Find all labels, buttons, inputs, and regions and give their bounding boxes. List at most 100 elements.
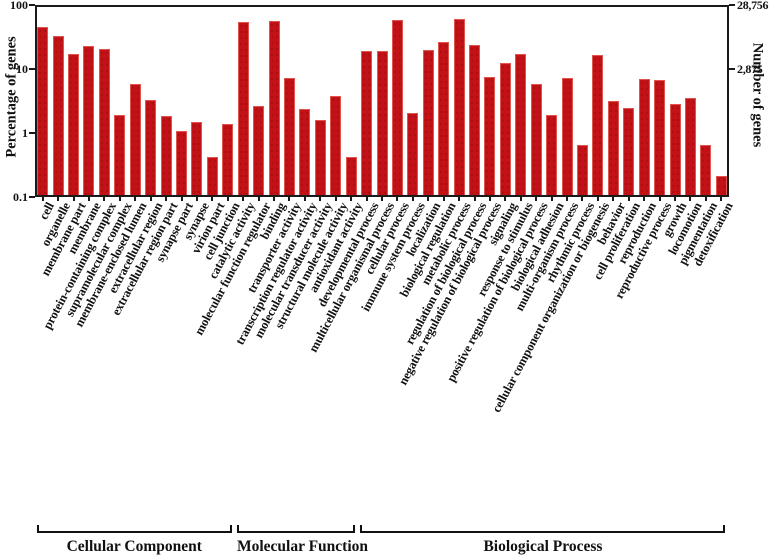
- x-axis-tick: [41, 197, 44, 201]
- bar: [299, 109, 311, 195]
- bar: [222, 123, 234, 195]
- right-axis-title: Number of genes: [749, 42, 766, 148]
- bar: [407, 113, 419, 195]
- x-axis-tick: [257, 197, 260, 201]
- bar: [237, 22, 249, 195]
- right-axis-tick: [729, 4, 735, 6]
- x-axis-tick: [72, 197, 75, 201]
- x-axis-tick: [427, 197, 430, 201]
- bar: [37, 26, 49, 195]
- x-axis-tick: [396, 197, 399, 201]
- bar: [638, 79, 650, 195]
- x-axis-tick: [411, 197, 414, 201]
- x-axis-tick: [303, 197, 306, 201]
- right-tick-label: 2,875: [737, 62, 763, 76]
- bar: [515, 53, 527, 195]
- x-axis-tick: [643, 197, 646, 201]
- x-axis-tick: [596, 197, 599, 201]
- x-axis-tick: [334, 197, 337, 201]
- left-axis-tick: [29, 68, 35, 70]
- bar: [145, 99, 157, 195]
- x-axis-tick: [566, 197, 569, 201]
- left-tick-label: 100: [10, 0, 28, 12]
- x-axis-tick: [381, 197, 383, 201]
- x-axis-tick: [504, 197, 507, 201]
- x-axis-tick: [149, 197, 152, 201]
- bar: [268, 21, 280, 195]
- left-axis-tick: [29, 132, 35, 134]
- bar: [453, 18, 465, 195]
- bar: [669, 104, 681, 195]
- x-axis-tick: [195, 197, 198, 201]
- bar: [623, 107, 635, 195]
- bar: [314, 119, 326, 195]
- x-axis-tick: [180, 197, 183, 201]
- group-label: Molecular Function: [236, 538, 369, 555]
- left-axis-title: Percentage of genes: [3, 36, 20, 158]
- x-axis-tick: [612, 197, 615, 201]
- bar: [191, 121, 203, 195]
- bar: [83, 46, 95, 195]
- bar: [52, 35, 64, 195]
- x-axis-tick: [720, 197, 723, 201]
- bar: [607, 101, 619, 195]
- bar: [391, 19, 403, 195]
- bar: [376, 50, 388, 195]
- group-bracket: [36, 525, 232, 533]
- bar: [98, 49, 110, 195]
- bar: [469, 45, 481, 195]
- x-axis-tick: [473, 197, 476, 201]
- bar: [253, 105, 265, 195]
- x-axis-tick: [581, 197, 584, 201]
- bar: [576, 145, 588, 195]
- x-axis-tick: [519, 197, 522, 201]
- bar: [114, 114, 126, 195]
- bar: [654, 79, 666, 195]
- x-axis-tick: [242, 197, 245, 201]
- x-axis-tick: [350, 197, 353, 201]
- group-bracket: [360, 525, 726, 533]
- x-axis-tick: [658, 197, 661, 201]
- bar: [283, 77, 295, 195]
- x-axis-tick: [273, 197, 276, 201]
- x-axis-tick: [550, 197, 553, 201]
- bar: [438, 41, 450, 195]
- plot-area: [35, 5, 729, 197]
- left-tick-label: 10: [16, 62, 28, 76]
- x-axis-tick: [134, 197, 137, 201]
- x-axis-tick: [488, 197, 491, 201]
- bar: [330, 96, 342, 195]
- x-axis-tick: [103, 197, 106, 201]
- x-axis-tick: [211, 197, 214, 201]
- bar: [68, 53, 80, 195]
- x-axis-tick: [704, 197, 707, 201]
- x-axis-tick: [535, 197, 538, 201]
- left-tick-label: 0.1: [13, 190, 28, 204]
- bar: [361, 51, 373, 195]
- bar: [499, 63, 511, 195]
- bar: [715, 175, 727, 195]
- bar: [160, 116, 172, 195]
- x-axis-tick: [365, 197, 368, 201]
- x-axis-tick: [57, 197, 60, 201]
- bar: [176, 131, 187, 195]
- bar: [530, 83, 542, 195]
- x-axis-tick: [458, 197, 461, 201]
- x-axis-tick: [118, 197, 121, 201]
- left-axis-tick: [29, 4, 35, 6]
- x-axis-tick: [689, 197, 692, 201]
- bar: [546, 114, 558, 195]
- right-tick-label: 28,756: [737, 0, 769, 12]
- group-label: Cellular Component: [66, 538, 202, 555]
- bar: [561, 77, 573, 195]
- bar: [484, 76, 496, 195]
- bar: [592, 54, 604, 195]
- left-axis-tick: [29, 196, 35, 198]
- x-axis-tick: [288, 197, 291, 201]
- x-axis-tick: [87, 197, 90, 201]
- bar: [422, 49, 434, 195]
- bar: [206, 156, 218, 195]
- x-axis-tick: [319, 197, 322, 201]
- left-tick-label: 1: [22, 126, 28, 140]
